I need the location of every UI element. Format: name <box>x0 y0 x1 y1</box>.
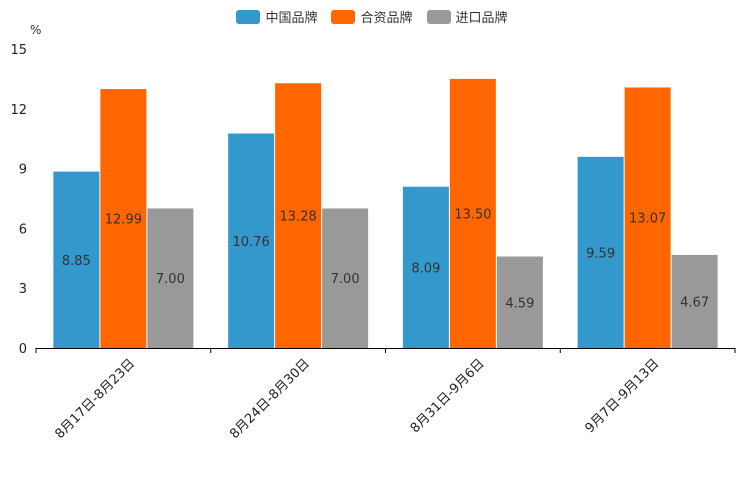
y-tick-label: 12 <box>10 103 27 118</box>
bar-2-3[interactable] <box>671 254 718 348</box>
bar-0-2[interactable] <box>402 186 449 348</box>
data-label: 9.59 <box>586 246 615 261</box>
legend-label-import: 进口品牌 <box>455 11 508 26</box>
bar-2-1[interactable] <box>322 208 369 348</box>
bar-0-3[interactable] <box>577 156 624 348</box>
bar-2-0[interactable] <box>147 208 194 348</box>
legend-label-china: 中国品牌 <box>265 11 318 26</box>
data-label: 7.00 <box>331 272 360 287</box>
bar-0-0[interactable] <box>53 171 100 348</box>
data-label: 4.59 <box>505 296 534 311</box>
data-label: 8.09 <box>411 261 440 276</box>
legend-swatch-import <box>426 9 451 24</box>
data-labels: 8.85 12.99 7.00 10.76 13.28 7.00 8.09 13.50 4.59… <box>62 207 709 311</box>
legend-item-joint[interactable]: 合资品牌 <box>331 7 413 26</box>
x-tick-label: 9月7日-9月13日 <box>583 356 663 436</box>
x-tick-label: 8月24日-8月30日 <box>227 356 313 442</box>
bar-1-2[interactable] <box>449 78 496 349</box>
y-tick-label: 15 <box>10 43 27 58</box>
legend: 中国品牌 合资品牌 进口品牌 <box>0 7 744 26</box>
data-label: 7.00 <box>156 272 185 287</box>
data-label: 4.67 <box>680 295 709 310</box>
y-axis-unit-label: % <box>30 23 41 37</box>
data-label: 10.76 <box>233 235 270 250</box>
data-label: 12.99 <box>105 213 142 228</box>
legend-item-import[interactable]: 进口品牌 <box>426 7 508 26</box>
x-tick-label: 8月17日-8月23日 <box>52 356 138 442</box>
bar-1-0[interactable] <box>100 89 147 348</box>
data-label: 13.07 <box>629 212 666 227</box>
y-tick-label: 9 <box>19 163 27 178</box>
data-label: 13.28 <box>280 210 317 225</box>
bar-1-1[interactable] <box>275 83 322 348</box>
y-tick-label: 0 <box>19 342 27 357</box>
bars <box>53 78 718 349</box>
legend-swatch-china <box>236 9 261 24</box>
y-tick-label: 6 <box>19 222 27 237</box>
bar-0-1[interactable] <box>228 133 275 348</box>
y-tick-label: 3 <box>19 282 27 297</box>
x-tick-label: 8月31日-9月6日 <box>408 356 488 436</box>
legend-item-china[interactable]: 中国品牌 <box>236 7 317 26</box>
data-label: 13.50 <box>454 207 491 222</box>
bar-2-2[interactable] <box>496 256 543 348</box>
data-label: 8.85 <box>62 254 91 269</box>
bar-1-3[interactable] <box>624 87 671 348</box>
legend-label-joint: 合资品牌 <box>360 11 413 26</box>
legend-swatch-joint <box>331 9 356 24</box>
